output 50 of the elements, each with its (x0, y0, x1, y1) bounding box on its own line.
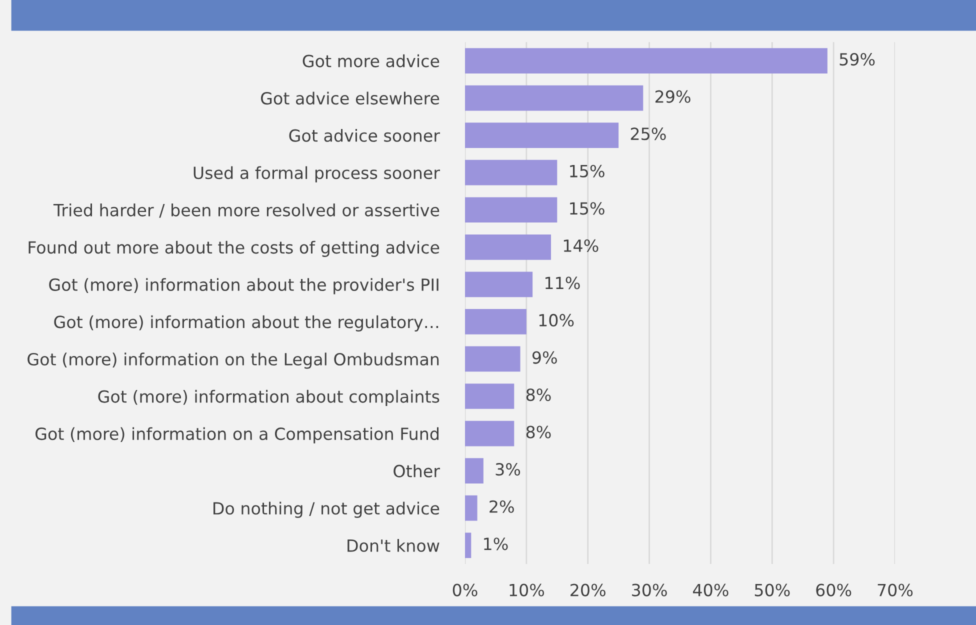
y-tick-label: Got advice elsewhere (260, 92, 440, 105)
bar (465, 309, 526, 334)
bar (465, 495, 478, 521)
bar (465, 346, 520, 372)
data-label: 29% (655, 90, 690, 103)
bar (465, 532, 472, 558)
y-tick-label: Got (more) information about complaints (98, 390, 440, 406)
data-label: 2% (490, 500, 514, 513)
x-tick-label: 10% (510, 584, 544, 596)
data-label: 8% (526, 426, 551, 438)
y-tick-label: Got (more) information about the regulatory… (54, 315, 438, 332)
bar (465, 85, 644, 111)
data-label: 14% (564, 239, 598, 252)
x-tick-label: 70% (878, 584, 913, 596)
y-tick-label: Got (more) information on a Compensation Fund (36, 427, 438, 444)
y-tick-label: Don't know (348, 539, 440, 552)
y-tick-label: Used a formal process sooner (194, 166, 440, 182)
y-tick-label: Got (more) information about the provider's PII (49, 278, 438, 294)
x-tick-label: 50% (754, 584, 790, 596)
data-label: 11% (546, 276, 580, 290)
data-label: 15% (570, 202, 604, 215)
x-tick-label: 30% (632, 584, 667, 596)
data-label: 9% (532, 351, 557, 364)
x-tick-label: 0% (452, 584, 478, 596)
x-tick-label: 60% (816, 584, 852, 596)
bar (465, 197, 558, 223)
y-tick-label: Do nothing / not get advice (214, 502, 440, 518)
y-tick-label: Found out more about the costs of getting advice (28, 240, 440, 257)
bar (465, 458, 484, 484)
data-label: 8% (526, 388, 551, 402)
x-tick-label: 20% (570, 584, 606, 596)
y-tick-label: Got more advice (302, 54, 440, 68)
data-label: 15% (570, 164, 604, 178)
data-label: 1% (484, 538, 508, 550)
data-label: 59% (840, 52, 875, 66)
bar (465, 384, 514, 409)
y-tick-label: Tried harder / been more resolved or assertive (53, 204, 440, 218)
x-tick-label: 40% (693, 584, 728, 596)
bar (465, 272, 533, 298)
bar (465, 234, 551, 260)
data-label: 25% (630, 128, 666, 140)
y-tick-label: Got advice sooner (289, 128, 440, 142)
y-tick-label: Other (394, 464, 440, 478)
y-tick-label: Got (more) information on the Legal Ombudsman (28, 352, 439, 369)
bar (465, 420, 514, 446)
bar (465, 122, 619, 148)
data-label: 10% (539, 314, 574, 327)
bar (465, 48, 828, 74)
bar (465, 160, 558, 186)
data-label: 3% (496, 463, 520, 476)
